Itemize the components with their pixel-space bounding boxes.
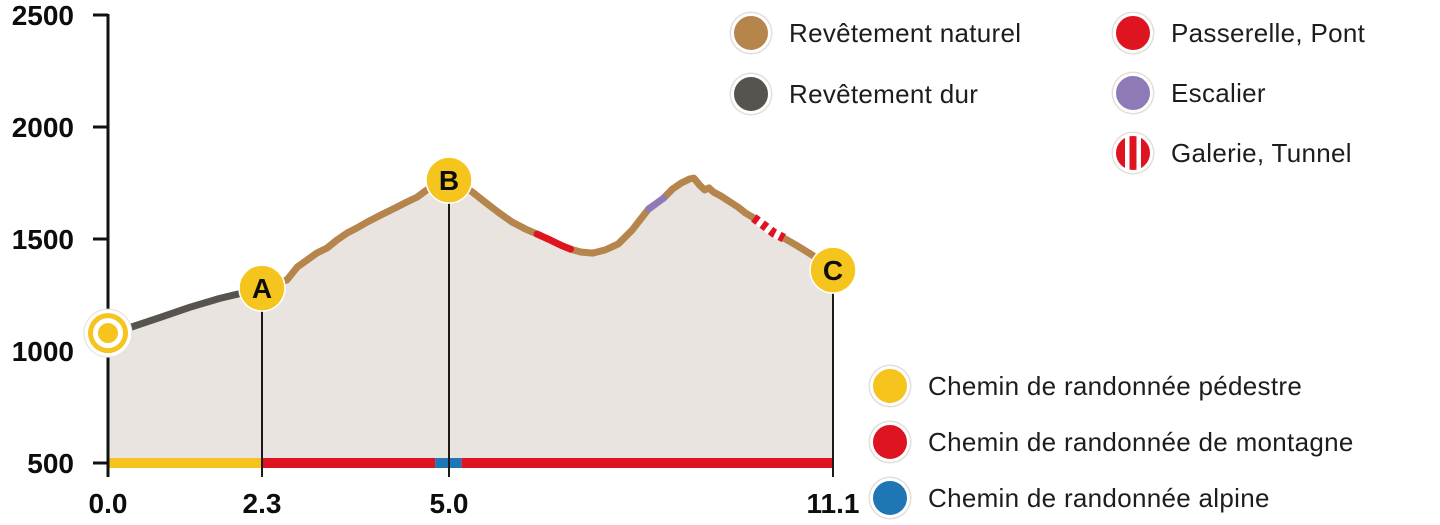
legend-item-chemin-pedestre: Chemin de randonnée pédestre <box>870 365 1354 407</box>
svg-text:B: B <box>439 165 459 196</box>
legend-item-revetement-dur: Revêtement dur <box>731 73 1021 115</box>
legend-label-revetement-dur: Revêtement dur <box>789 78 979 109</box>
legend-label-passerelle-pont: Passerelle, Pont <box>1171 17 1366 48</box>
legend-label-galerie-tunnel: Galerie, Tunnel <box>1171 137 1352 168</box>
y-tick-label: 1500 <box>12 224 74 255</box>
trail-category-bar-pedestre <box>108 458 262 468</box>
x-tick-label: 0.0 <box>89 488 128 519</box>
trail-category-bar-montagne <box>262 458 436 468</box>
profile-segment-galerie-casing <box>751 214 786 243</box>
profile-segment-naturel <box>567 205 653 257</box>
x-tick-label: 2.3 <box>243 488 282 519</box>
chemin-alpine-icon <box>870 478 910 518</box>
legend-item-passerelle-pont: Passerelle, Pont <box>1113 12 1365 54</box>
profile-segment-passerelle <box>533 230 574 253</box>
svg-text:C: C <box>823 255 843 286</box>
profile-segment-naturel <box>660 174 758 222</box>
legend-surface: Revêtement naturel Revêtement dur <box>731 12 1021 115</box>
legend-item-chemin-alpine: Chemin de randonnée alpine <box>870 477 1354 519</box>
legend-label-escalier: Escalier <box>1171 77 1266 108</box>
legend-trails: Chemin de randonnée pédestre Chemin de r… <box>870 365 1354 519</box>
legend-item-galerie-tunnel: Galerie, Tunnel <box>1113 132 1365 174</box>
waypoint-marker-A: A <box>238 264 286 312</box>
x-tick-label: 11.1 <box>807 488 860 519</box>
profile-segment-naturel <box>258 176 541 292</box>
legend-item-chemin-montagne: Chemin de randonnée de montagne <box>870 421 1354 463</box>
legend-item-revetement-naturel: Revêtement naturel <box>731 12 1021 54</box>
legend-label-revetement-naturel: Revêtement naturel <box>789 17 1022 48</box>
start-marker <box>83 308 133 358</box>
legend-label-chemin-alpine: Chemin de randonnée alpine <box>928 482 1270 513</box>
chemin-pedestre-icon <box>870 366 910 406</box>
waypoint-marker-B: B <box>425 156 473 204</box>
legend-item-escalier: Escalier <box>1113 72 1365 114</box>
svg-text:A: A <box>252 273 272 304</box>
surface-dur-icon <box>731 74 771 114</box>
waypoint-marker-C: C <box>809 246 857 294</box>
y-tick-label: 2000 <box>12 112 74 143</box>
legend-obstacles: Passerelle, Pont Escalier Galerie, Tunne… <box>1113 12 1365 174</box>
y-tick-label: 2500 <box>12 0 74 31</box>
x-tick-label: 5.0 <box>430 488 469 519</box>
y-tick-label: 1000 <box>12 336 74 367</box>
chemin-montagne-icon <box>870 422 910 462</box>
y-tick-label: 500 <box>27 448 74 479</box>
area-fill <box>108 178 833 458</box>
legend-label-chemin-pedestre: Chemin de randonnée pédestre <box>928 370 1303 401</box>
legend-label-chemin-montagne: Chemin de randonnée de montagne <box>928 426 1354 457</box>
galerie-tunnel-icon <box>1113 133 1153 173</box>
passerelle-pont-icon <box>1113 13 1153 53</box>
escalier-icon <box>1113 73 1153 113</box>
surface-naturel-icon <box>731 13 771 53</box>
trail-category-bar-montagne <box>461 458 833 468</box>
profile-segment-escalier <box>645 194 668 213</box>
